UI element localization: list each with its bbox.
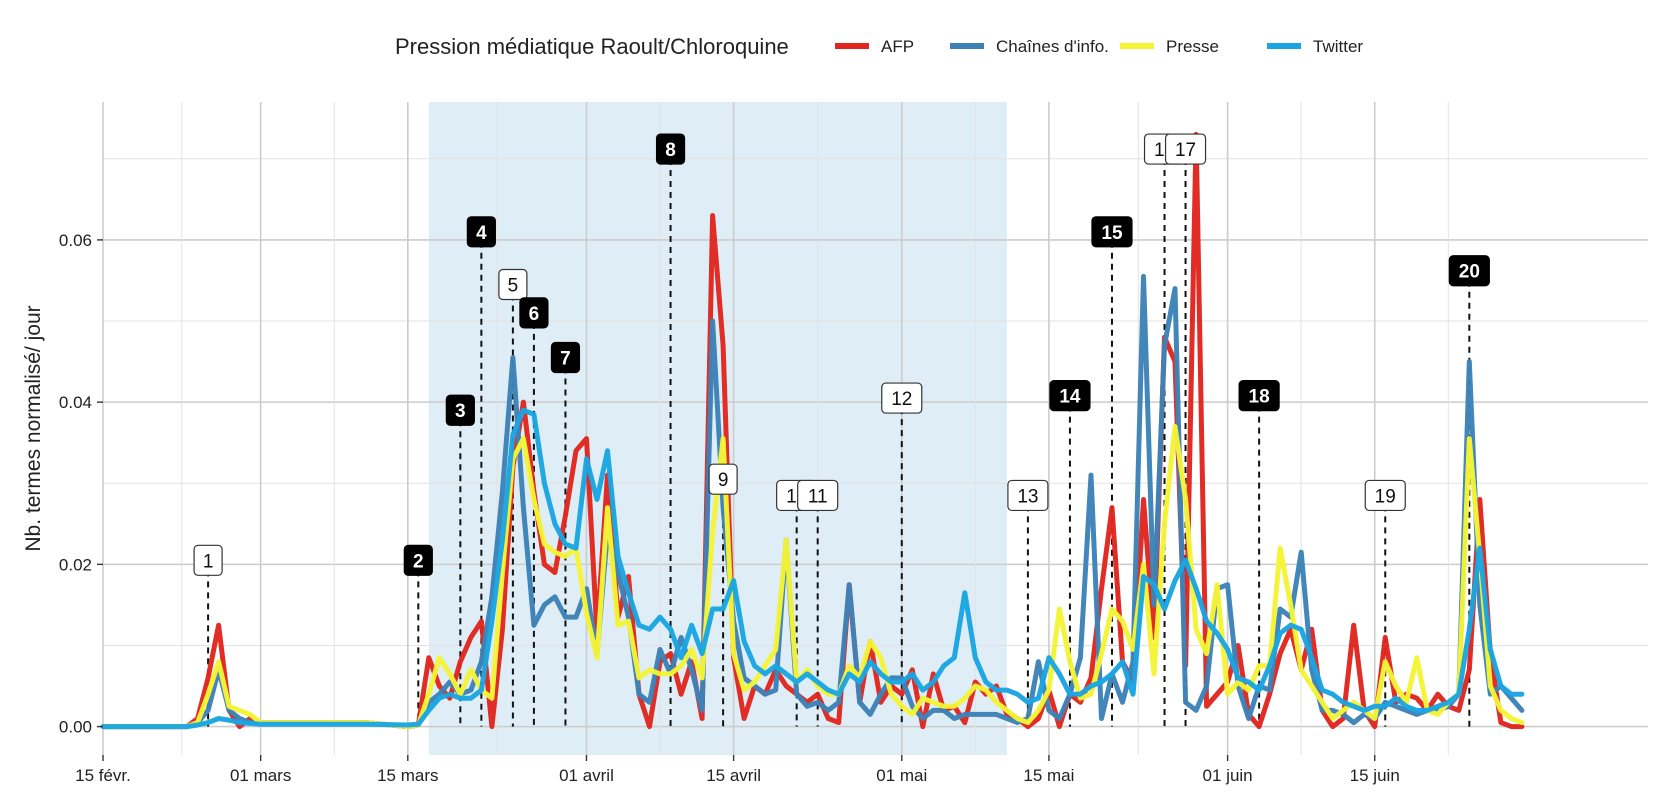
annotation-label: 20 <box>1459 262 1480 283</box>
annotation-label: 2 <box>413 551 424 572</box>
series-line-afp <box>100 131 1525 730</box>
annotation-7: 7 <box>550 341 581 374</box>
annotation-label: 4 <box>476 223 487 244</box>
annotation-label: 11 <box>808 486 828 507</box>
x-tick-label: 01 mai <box>876 766 927 785</box>
annotation-label: 17 <box>1175 140 1196 161</box>
legend-label-presse: Presse <box>1166 37 1219 56</box>
annotation-label: 19 <box>1375 486 1396 507</box>
annotation-label: 8 <box>665 140 676 161</box>
annotation-label: 13 <box>1017 486 1038 507</box>
annotation-box <box>550 341 581 374</box>
annotation-20: 20 <box>1448 255 1490 287</box>
annotation-label: 7 <box>560 349 571 370</box>
y-axis: 0.00 0.02 0.04 0.06 <box>59 231 103 737</box>
x-tick-label: 15 juin <box>1350 766 1400 785</box>
annotation-box <box>1364 479 1406 512</box>
y-tick-label: 0.00 <box>59 718 92 737</box>
annotation-15: 15 <box>1091 216 1133 248</box>
annotation-8: 8 <box>655 133 686 165</box>
annotation-5: 5 <box>498 268 528 301</box>
annotation-box <box>1238 380 1280 412</box>
annotation-label: 9 <box>718 470 729 491</box>
y-tick-label: 0.06 <box>59 231 92 250</box>
annotation-box <box>403 544 433 576</box>
x-tick-label: 01 avril <box>559 766 614 785</box>
y-tick-label: 0.04 <box>59 393 92 412</box>
series-line-twitter <box>100 407 1525 730</box>
annotation-label: 5 <box>508 276 519 297</box>
annotation-box <box>708 463 738 495</box>
annotation-box <box>1164 133 1207 165</box>
annotation-3: 3 <box>445 394 475 426</box>
annotation-19: 19 <box>1364 479 1406 512</box>
annotation-11: 11 <box>797 479 839 512</box>
annotation-lines <box>207 159 1471 727</box>
annotation-box <box>881 382 923 414</box>
series-line-cha-nes-d-info <box>100 273 1525 730</box>
annotation-box <box>797 479 839 512</box>
annotation-label: 14 <box>1059 387 1081 408</box>
annotation-2: 2 <box>403 544 433 576</box>
annotation-9: 9 <box>708 463 738 495</box>
annotation-label: 3 <box>455 401 466 422</box>
x-tick-label: 01 juin <box>1203 766 1253 785</box>
annotation-13: 13 <box>1007 479 1049 512</box>
annotation-6: 6 <box>519 297 549 329</box>
annotation-box <box>1049 380 1091 412</box>
x-tick-label: 15 mai <box>1023 766 1074 785</box>
annotation-1: 1 <box>193 544 223 576</box>
y-tick-label: 0.02 <box>59 555 92 574</box>
annotation-4: 4 <box>466 216 496 248</box>
annotation-label: 15 <box>1101 223 1123 244</box>
y-axis-title: Nb. termes normalisé/ jour <box>22 305 45 551</box>
x-tick-label: 01 mars <box>230 766 291 785</box>
series-line-presse <box>100 424 1525 730</box>
annotation-label: 18 <box>1249 387 1270 408</box>
annotation-box <box>1448 255 1490 287</box>
annotation-label: 6 <box>529 304 540 325</box>
annotation-box <box>655 133 686 165</box>
annotation-12: 12 <box>881 382 923 414</box>
grid <box>102 102 1648 755</box>
x-tick-label: 15 avril <box>706 766 761 785</box>
legend-label-twitter: Twitter <box>1313 37 1363 56</box>
annotation-box <box>498 268 528 301</box>
x-axis: 15 févr. 01 mars 15 mars 01 avril 15 avril 01… <box>75 755 1400 785</box>
annotation-label: 1 <box>203 551 214 572</box>
annotation-box <box>193 544 223 576</box>
annotation-label: 12 <box>891 389 912 410</box>
annotation-box <box>466 216 496 248</box>
annotation-17: 17 <box>1164 133 1207 165</box>
series-lines <box>100 131 1525 730</box>
annotation-box <box>519 297 549 329</box>
annotation-box <box>1091 216 1133 248</box>
legend-label-afp: AFP <box>881 37 914 56</box>
annotation-14: 14 <box>1049 380 1091 412</box>
legend-label-cha-nes-d-info: Chaînes d'info. <box>996 37 1109 56</box>
annotation-box <box>445 394 475 426</box>
x-tick-label: 15 mars <box>377 766 438 785</box>
legend-title: Pression médiatique Raoult/Chloroquine <box>395 34 789 59</box>
annotation-box <box>1007 479 1049 512</box>
x-tick-label: 15 févr. <box>75 766 131 785</box>
annotation-18: 18 <box>1238 380 1280 412</box>
legend: Pression médiatique Raoult/Chloroquine A… <box>395 34 1363 59</box>
